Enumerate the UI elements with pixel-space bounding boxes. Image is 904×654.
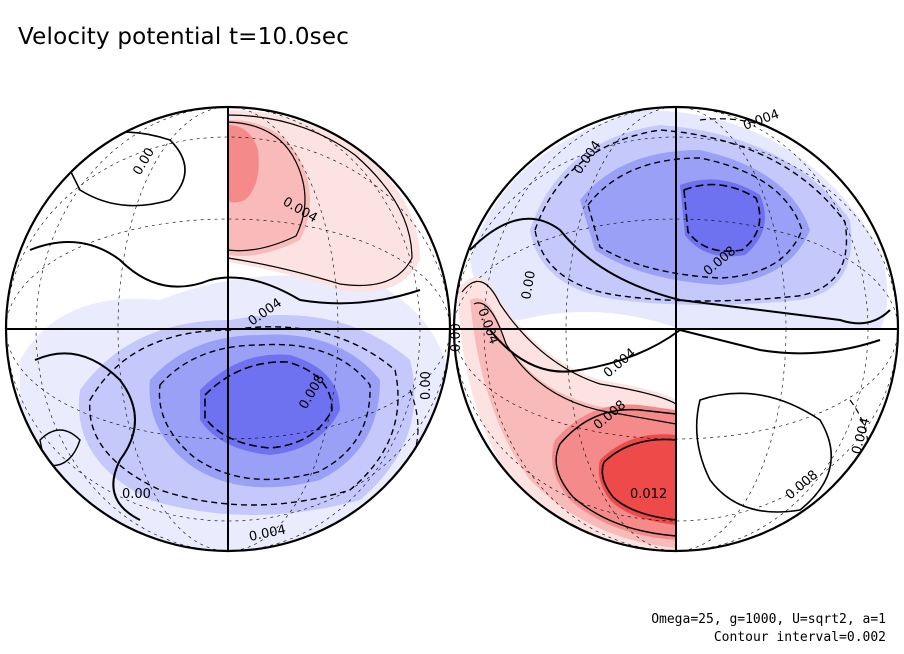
left-positive-contour-2	[227, 121, 306, 252]
right-positive-contour-1	[461, 280, 677, 405]
left-blue-strong-region	[200, 354, 340, 455]
right-globe-outline	[452, 105, 900, 553]
right-contour-label: 0.00	[449, 323, 464, 352]
right-shading	[458, 110, 888, 551]
left-shading	[20, 110, 450, 551]
right-negative-contour-1	[534, 129, 848, 302]
left-globe-outline	[4, 105, 452, 553]
left-contour-label: 0.00	[419, 371, 434, 400]
left-zero-contour	[29, 241, 421, 521]
right-contour-label: 0.00	[519, 270, 539, 301]
right-contour-label: 0.012	[630, 487, 667, 502]
left-positive-contour-1	[227, 114, 413, 287]
left-contour-label: 0.00	[122, 487, 151, 502]
left-negative-contour-1	[89, 326, 399, 506]
left-hemisphere: 0.00 0.004 0.004 0.008 0.00 0.00 0.004	[4, 105, 452, 553]
right-blue-strong-region	[680, 179, 765, 257]
right-negative-contour-3	[683, 183, 761, 252]
left-red-mid-region	[228, 125, 259, 203]
right-positive-contour-4	[601, 438, 677, 521]
left-negative-contour-2	[158, 343, 371, 481]
left-negative-contour-3	[204, 361, 333, 449]
parameters-note: Omega=25, g=1000, U=sqrt2, a=1	[651, 612, 886, 627]
right-positive-contour-2	[473, 302, 677, 425]
right-east-contour	[695, 392, 833, 513]
right-red-strong-region	[598, 434, 676, 525]
chart-title: Velocity potential t=10.0sec	[18, 24, 350, 50]
contour-interval-note: Contour interval=0.002	[713, 630, 886, 645]
right-negative-contour-2	[587, 157, 803, 279]
right-positive-contour-3	[555, 408, 677, 537]
right-hemisphere: 0.004 0.004 0.008 0.00 0.004 0.004 0.008…	[449, 105, 900, 553]
